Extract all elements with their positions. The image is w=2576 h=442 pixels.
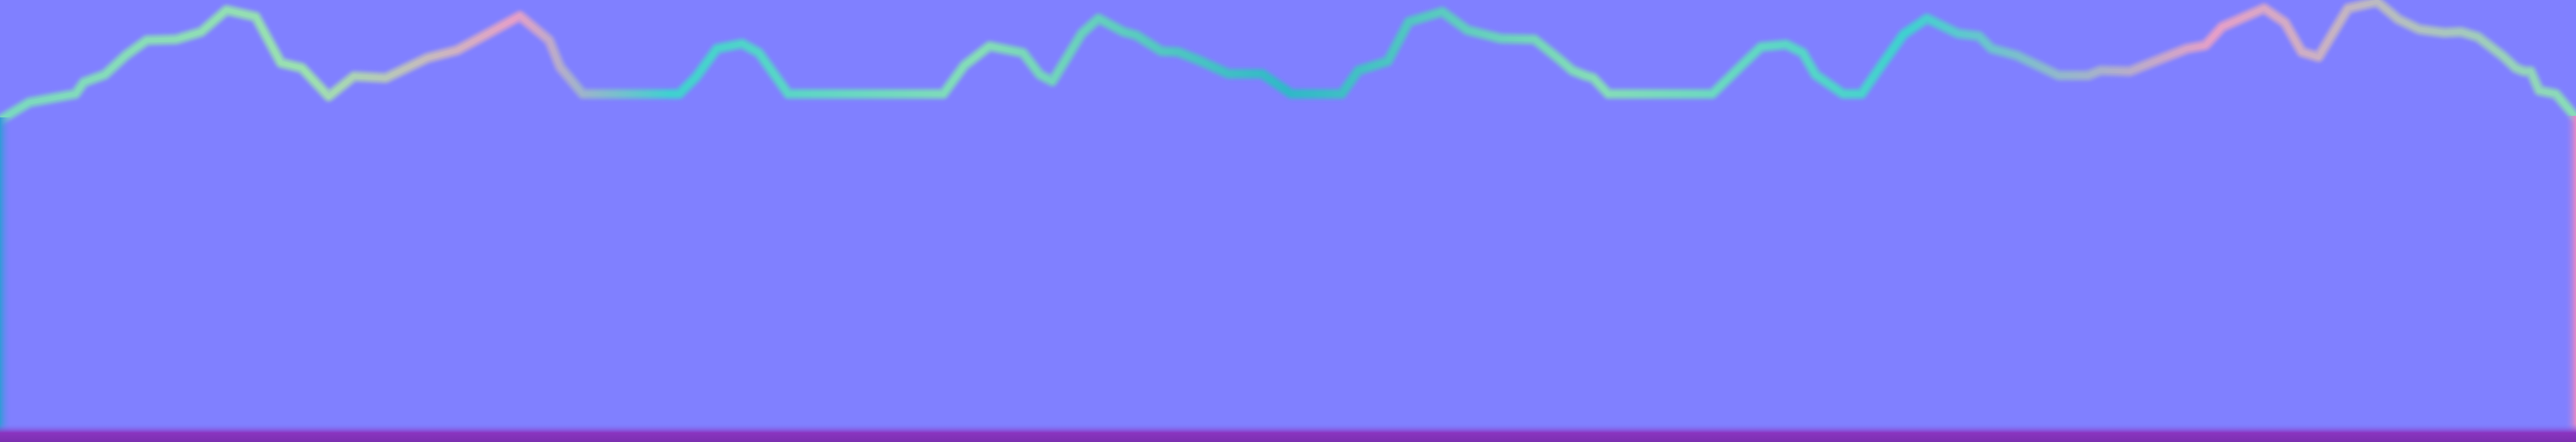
right-edge-shading xyxy=(2564,116,2576,442)
bottom-edge-shading xyxy=(0,424,2576,442)
terrain-edge-line xyxy=(0,0,2576,122)
left-edge-shading xyxy=(0,117,12,442)
